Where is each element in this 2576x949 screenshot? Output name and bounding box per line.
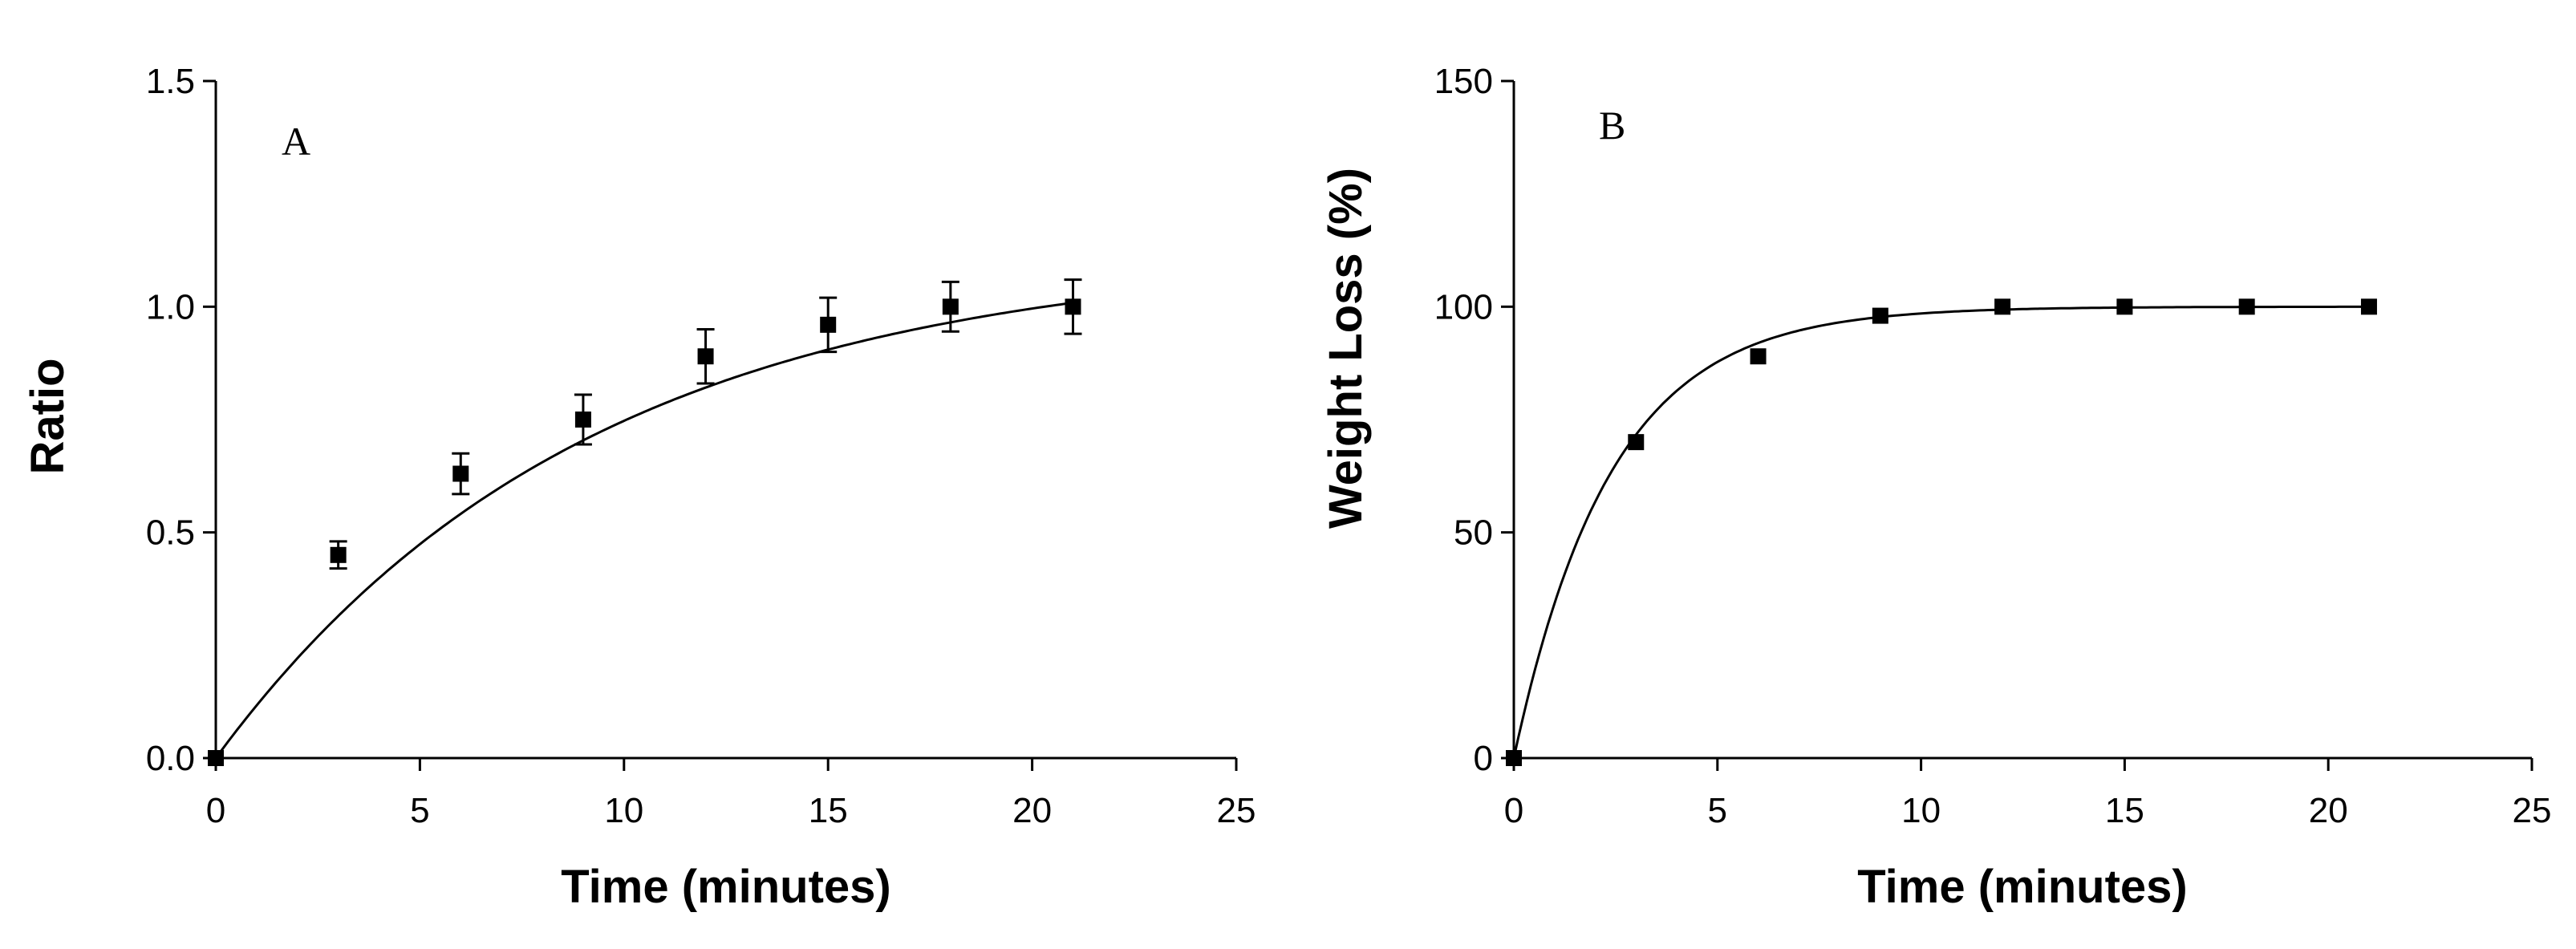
a-data-point — [330, 546, 347, 563]
a-x-tick-label: 20 — [1012, 791, 1052, 830]
a-x-tick-label: 5 — [410, 791, 429, 830]
a-x-axis-title: Time (minutes) — [561, 861, 890, 913]
b-y-tick-label: 150 — [1434, 62, 1493, 101]
a-fit-curve — [214, 301, 1073, 759]
a-y-axis-title: Ratio — [22, 359, 74, 475]
a-data-point — [452, 465, 469, 482]
b-fit-curve — [1512, 305, 2369, 759]
a-y-tick-label: 1.5 — [146, 62, 195, 101]
b-data-point — [1506, 750, 1522, 766]
a-data-point — [208, 750, 224, 766]
b-data-point — [2116, 298, 2133, 315]
a-x-tick-label: 15 — [809, 791, 848, 830]
b-data-point — [2360, 298, 2377, 315]
a-data-point — [942, 298, 959, 315]
b-y-axis-title: Weight Loss (%) — [1320, 168, 1372, 529]
panel-a-chart: 0 5 10 15 20 25 0.0 0.5 1.0 1.5 Time (minutes) Rati… — [22, 62, 1256, 913]
a-y-tick-label: 0.5 — [146, 513, 195, 553]
a-y-tick-label: 0.0 — [146, 739, 195, 778]
b-y-tick-label: 0 — [1474, 739, 1493, 778]
b-x-tick-label: 5 — [1708, 791, 1727, 830]
a-x-tick-label: 0 — [206, 791, 225, 830]
a-y-tick-label: 1.0 — [146, 287, 195, 326]
b-panel-label: B — [1599, 103, 1625, 148]
b-data-point — [1750, 348, 1767, 365]
b-x-tick-label: 20 — [2309, 791, 2348, 830]
b-y-tick-label: 50 — [1454, 513, 1493, 553]
b-x-axis-title: Time (minutes) — [1857, 861, 2187, 913]
a-data-point — [697, 348, 714, 365]
b-data-point — [1872, 307, 1888, 324]
a-data-point — [574, 412, 591, 428]
b-x-tick-label: 0 — [1504, 791, 1523, 830]
a-x-tick-label: 25 — [1217, 791, 1256, 830]
a-data-point — [820, 316, 837, 333]
b-y-tick-label: 100 — [1434, 287, 1493, 326]
b-data-point — [1628, 434, 1645, 451]
b-data-point — [2238, 298, 2255, 315]
panel-b-chart: 0 5 10 15 20 25 0 50 100 150 Time (minutes) Weight … — [1320, 62, 2551, 913]
a-x-tick-label: 10 — [604, 791, 643, 830]
b-x-tick-label: 15 — [2105, 791, 2144, 830]
b-x-tick-label: 25 — [2513, 791, 2552, 830]
b-x-tick-label: 10 — [1901, 791, 1941, 830]
b-data-point — [1994, 298, 2011, 315]
a-panel-label: A — [282, 119, 310, 164]
a-data-point — [1065, 298, 1081, 315]
